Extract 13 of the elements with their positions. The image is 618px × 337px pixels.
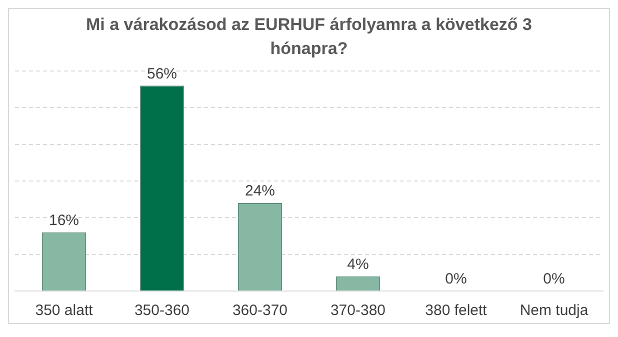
x-tick-label: 360-370 [232, 302, 288, 320]
x-tick-label: 380 felett [425, 302, 488, 320]
chart-title: Mi a várakozásod az EURHUF árfolyamra a következő 3 hónapra? [85, 14, 533, 60]
x-tick-label: 350 alatt [35, 302, 94, 320]
data-label: 0% [445, 270, 467, 288]
data-label: 16% [48, 212, 80, 229]
x-tick-label: 370-380 [330, 302, 386, 320]
data-label: 4% [347, 256, 369, 273]
x-tick-label: Nem tudja [520, 302, 589, 320]
x-tick-label: 350-360 [134, 302, 190, 320]
data-label: 56% [146, 65, 178, 82]
data-label: 24% [244, 182, 276, 200]
data-label: 0% [543, 270, 565, 288]
